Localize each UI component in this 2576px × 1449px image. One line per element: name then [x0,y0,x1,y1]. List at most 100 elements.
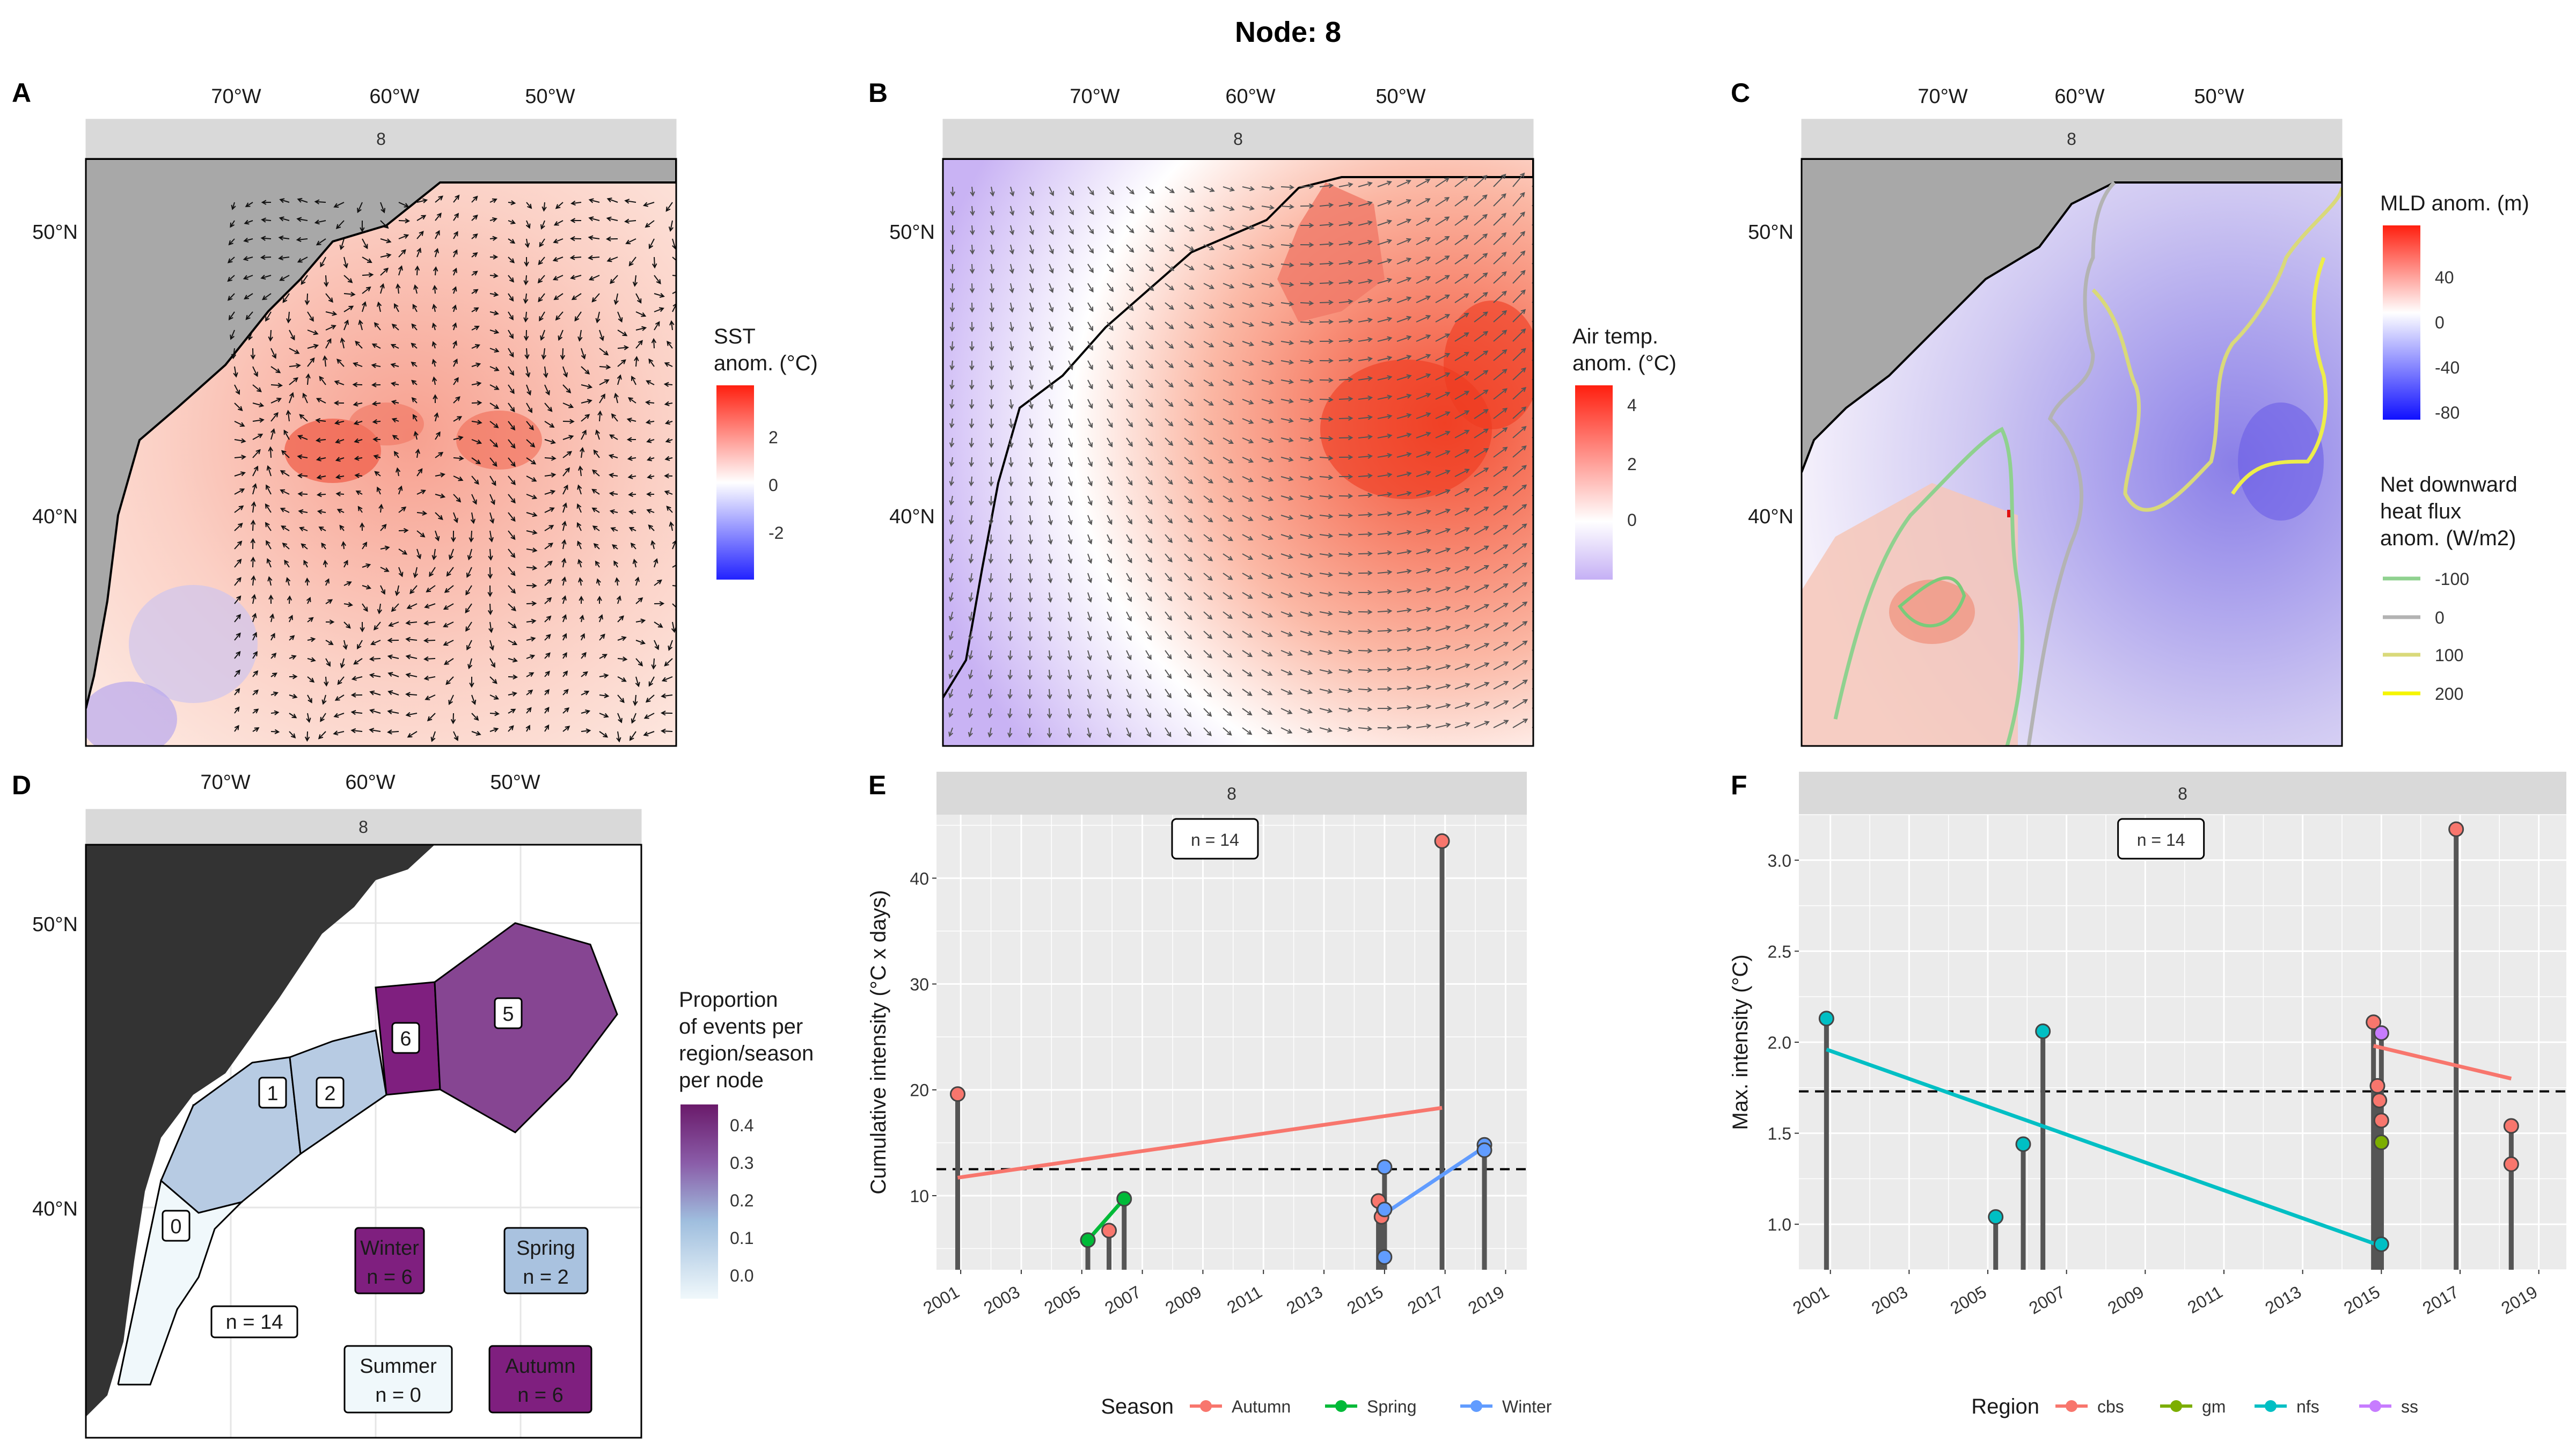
vector-arrowhead [597,410,603,416]
vector-arrow [526,707,532,714]
vector-arrowhead [545,652,551,658]
vector-arrow [1435,704,1450,709]
vector-arrowhead [561,595,567,601]
vector-arrowhead [405,654,411,660]
vector-arrow [319,376,326,385]
legend-label: cbs [2097,1397,2124,1416]
vector-arrowhead [653,558,658,564]
vector-arrow [229,238,235,245]
vector-arrow [1145,631,1152,640]
vector-arrow [1049,302,1053,312]
count-annotation-box [2117,818,2205,860]
vector-arrow [1435,353,1450,361]
vector-arrowhead [948,712,954,718]
vector-arrowhead [1087,694,1092,700]
vector-arrow [670,220,673,231]
vector-arrowhead [1267,691,1273,696]
x-tick-label: 2013 [1283,1282,1326,1318]
vector-arrowhead [1523,719,1528,723]
vector-arrow [1165,631,1172,640]
vector-arrowhead [494,711,500,716]
vector-arrowhead [346,624,351,629]
vector-arrow [1261,418,1274,423]
vector-arrow [1242,321,1254,326]
vector-arrow [1049,534,1052,544]
vector-arrowhead [1167,654,1172,660]
vector-arrow [1242,283,1254,288]
vector-arrowhead [1308,339,1314,345]
vector-arrow [375,471,381,477]
vector-arrow [1223,186,1234,191]
vector-arrowhead [391,324,397,329]
vector-arrow [646,421,655,423]
legend-key-point [2170,1400,2182,1412]
vector-arrow [416,449,419,458]
vector-arrowhead [360,227,365,233]
vector-arrow [1532,726,1533,728]
vector-arrowhead [609,473,614,478]
vector-arrow [1396,316,1411,323]
vector-arrow [1049,321,1053,331]
vector-arrow [1512,719,1528,728]
vector-arrowhead [1127,597,1132,603]
vector-arrowhead [454,377,459,383]
vector-arrowhead [444,588,450,593]
vector-arrowhead [1503,544,1509,549]
vector-arrow [1165,650,1172,659]
vector-arrowhead [989,462,994,467]
vector-arrowhead [1521,426,1527,431]
vector-arrow [1126,206,1135,214]
vector-arrow [1416,530,1431,535]
vector-arrowhead [1502,427,1508,433]
vector-arrow [1145,264,1154,272]
vector-arrow [286,577,290,586]
vector-arrowhead [412,414,418,420]
vector-arrowhead [949,500,954,506]
vector-arrow [298,475,308,477]
vector-arrow [1416,608,1431,612]
vector-arrowhead [1426,646,1432,651]
vector-arrowhead [628,509,634,515]
vector-arrow [1396,511,1411,516]
vector-arrow [1435,216,1450,226]
vector-arrowhead [1328,358,1334,363]
vector-arrow [317,475,326,479]
vector-arrow [991,186,994,196]
x-tick-label: 2019 [1465,1282,1507,1318]
vector-arrow [489,658,495,668]
vector-arrow [1223,283,1234,288]
vector-arrowhead [566,388,572,394]
legend-key-point [1335,1400,1347,1412]
vector-arrow [325,293,333,303]
vector-arrowhead [510,570,516,576]
vector-arrow [1165,302,1174,310]
vector-arrowhead [1387,433,1393,439]
vector-arrowhead [948,674,954,679]
vector-arrowhead [525,223,531,229]
vector-arrowhead [235,669,240,675]
vector-arrow [544,579,552,586]
vector-arrow [234,614,241,623]
vector-arrowhead [1228,420,1234,425]
vector-arrowhead [1308,358,1314,364]
vector-arrow [1145,495,1153,504]
vector-arrowhead [988,559,993,564]
vector-arrowhead [579,614,584,620]
vector-arrow [1203,534,1213,542]
vector-arrow [1396,609,1411,612]
vector-arrowhead [1289,398,1294,404]
vector-arrow [611,414,618,422]
vector-arrowhead [270,428,276,434]
vector-arrow [1532,668,1533,670]
vector-arrow [635,340,643,349]
vector-arrowhead [244,295,249,299]
vector-arrow [1377,415,1392,419]
vector-arrowhead [510,200,516,206]
vector-arrowhead [665,438,671,443]
vector-arrowhead [638,597,643,603]
vector-arrowhead [624,199,630,204]
vector-arrow [1165,379,1174,387]
vector-arrowhead [1189,324,1195,329]
vector-arrow [471,694,475,705]
vector-arrowhead [1387,609,1393,614]
